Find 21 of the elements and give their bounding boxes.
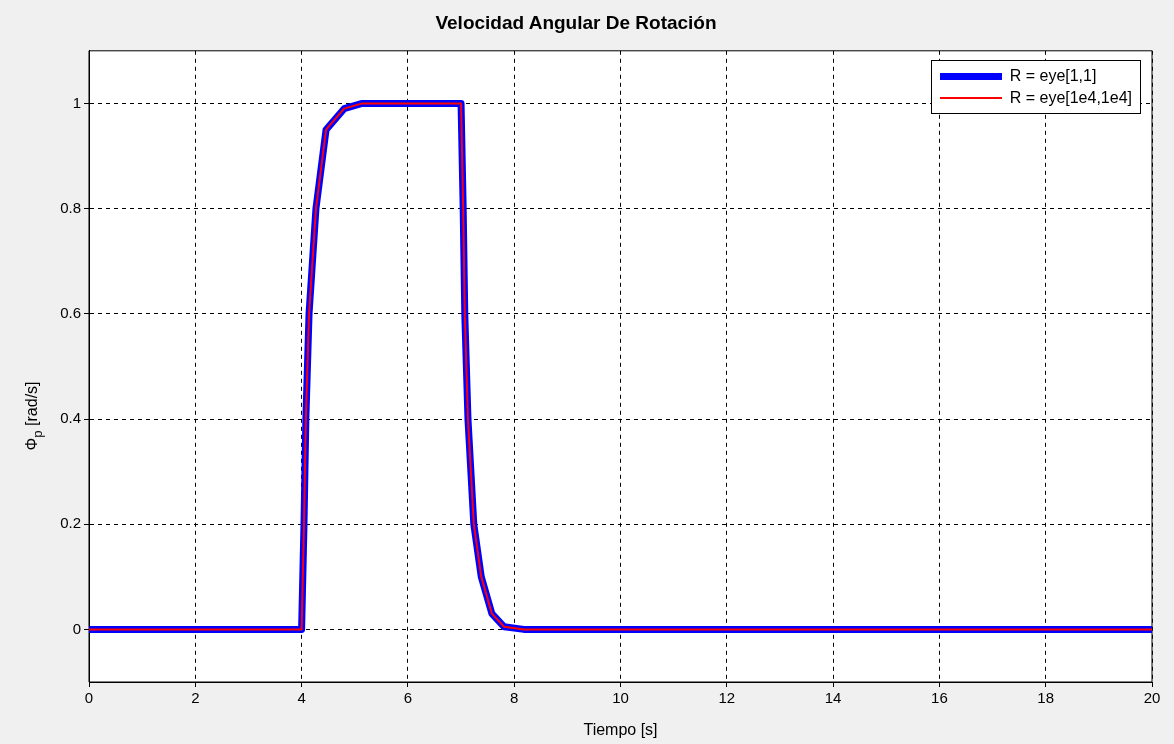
x-tick-label: 0 (84, 689, 94, 707)
y-tick-label: 0 (72, 619, 81, 637)
x-axis-title: Tiempo [s] (583, 720, 658, 738)
x-tick-label: 20 (1143, 689, 1161, 707)
y-tick-label: 0.8 (60, 198, 81, 216)
y-tick-label: 0.6 (60, 303, 81, 321)
y-tick-label: 0.4 (60, 409, 81, 427)
chart-title: Velocidad Angular De Rotación (435, 11, 717, 33)
x-tick-label: 10 (612, 689, 629, 707)
y-tick-label: 1 (72, 93, 81, 111)
x-tick-label: 18 (1037, 689, 1055, 707)
x-tick-label: 12 (718, 689, 736, 707)
legend-label: R = eye[1,1] (1009, 67, 1097, 85)
x-tick-label: 14 (824, 689, 842, 707)
y-tick-label: 0.2 (60, 514, 81, 532)
x-tick-label: 16 (931, 689, 948, 707)
legend-label: R = eye[1e4,1e4] (1009, 89, 1132, 107)
x-tick-label: 8 (510, 689, 519, 707)
x-tick-label: 2 (191, 689, 200, 707)
x-tick-label: 4 (297, 689, 306, 707)
x-tick-label: 6 (403, 689, 413, 707)
